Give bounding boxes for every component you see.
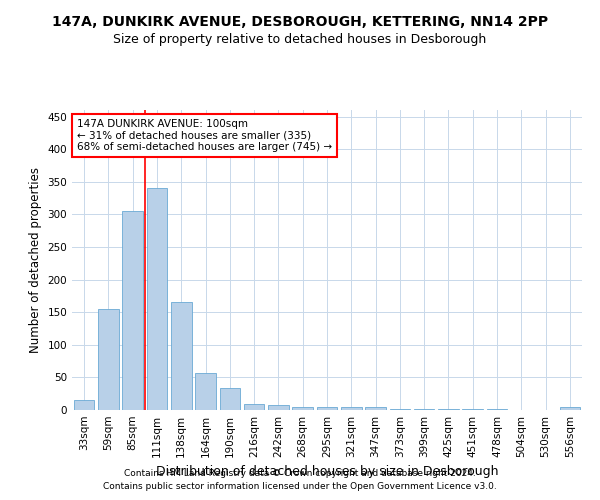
Bar bbox=[365, 408, 386, 410]
Bar bbox=[414, 408, 434, 410]
Bar bbox=[195, 373, 216, 410]
Bar bbox=[244, 404, 265, 410]
Bar bbox=[317, 406, 337, 410]
Bar bbox=[146, 188, 167, 410]
Bar bbox=[341, 408, 362, 410]
Bar bbox=[268, 406, 289, 410]
Bar bbox=[560, 408, 580, 410]
Text: 147A, DUNKIRK AVENUE, DESBOROUGH, KETTERING, NN14 2PP: 147A, DUNKIRK AVENUE, DESBOROUGH, KETTER… bbox=[52, 15, 548, 29]
Bar bbox=[171, 302, 191, 410]
Bar bbox=[74, 400, 94, 410]
Text: 147A DUNKIRK AVENUE: 100sqm
← 31% of detached houses are smaller (335)
68% of se: 147A DUNKIRK AVENUE: 100sqm ← 31% of det… bbox=[77, 119, 332, 152]
Bar bbox=[389, 408, 410, 410]
Text: Contains public sector information licensed under the Open Government Licence v3: Contains public sector information licen… bbox=[103, 482, 497, 491]
X-axis label: Distribution of detached houses by size in Desborough: Distribution of detached houses by size … bbox=[156, 466, 498, 478]
Text: Contains HM Land Registry data © Crown copyright and database right 2024.: Contains HM Land Registry data © Crown c… bbox=[124, 468, 476, 477]
Bar bbox=[292, 406, 313, 410]
Bar bbox=[122, 211, 143, 410]
Bar bbox=[98, 309, 119, 410]
Text: Size of property relative to detached houses in Desborough: Size of property relative to detached ho… bbox=[113, 32, 487, 46]
Y-axis label: Number of detached properties: Number of detached properties bbox=[29, 167, 42, 353]
Bar bbox=[220, 388, 240, 410]
